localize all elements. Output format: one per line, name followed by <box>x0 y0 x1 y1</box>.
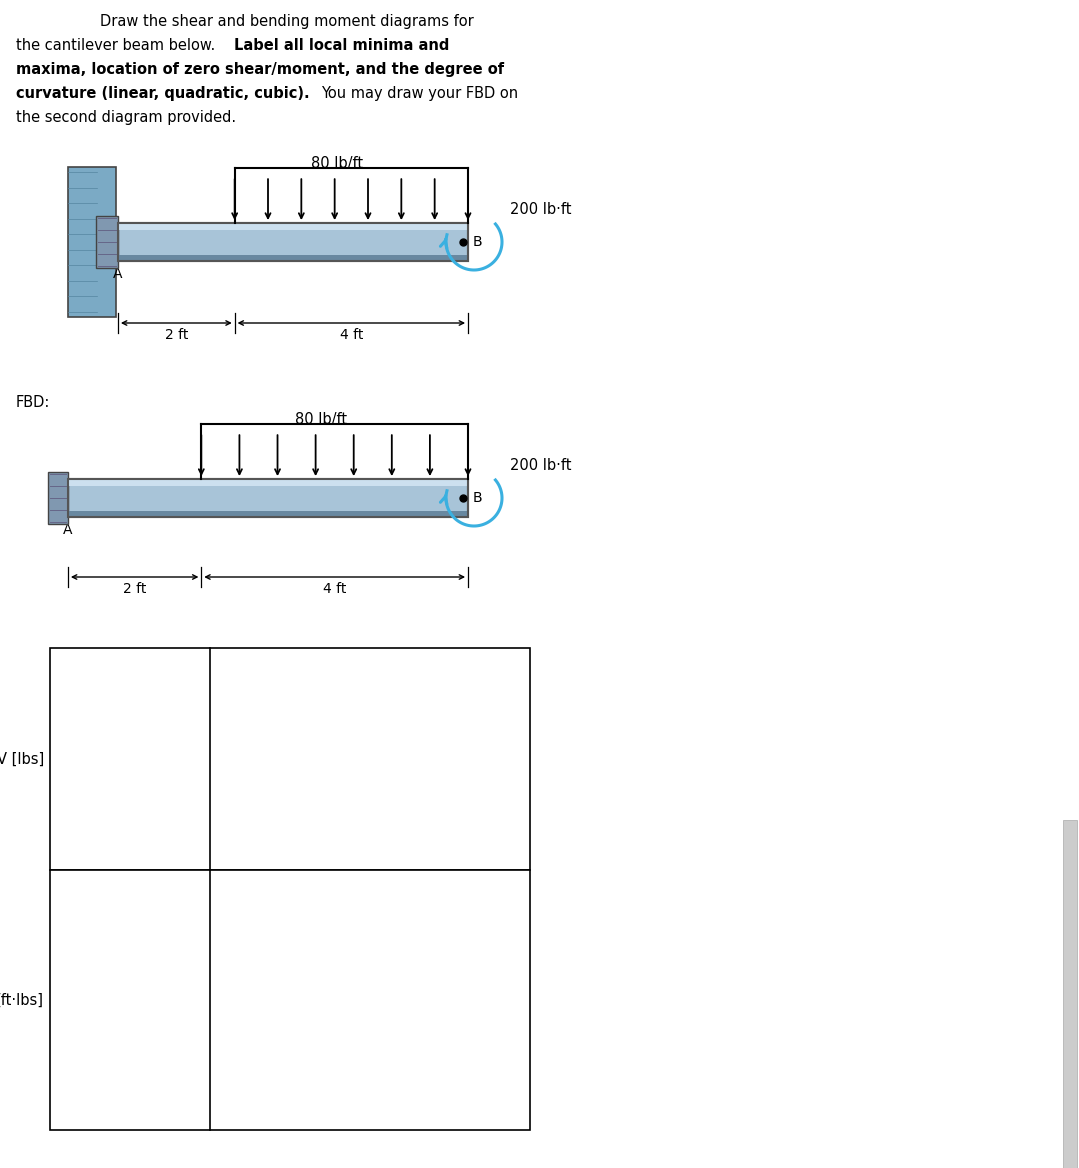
Text: V [lbs]: V [lbs] <box>0 751 44 766</box>
Text: 80 lb/ft: 80 lb/ft <box>312 157 364 171</box>
Text: Label all local minima and: Label all local minima and <box>234 39 449 53</box>
Bar <box>118 223 468 260</box>
Bar <box>118 223 468 230</box>
Text: 200 lb·ft: 200 lb·ft <box>510 458 572 473</box>
Bar <box>118 256 468 260</box>
Text: 2 ft: 2 ft <box>123 582 147 596</box>
Bar <box>1063 820 1077 1168</box>
Bar <box>50 870 530 1129</box>
Text: A: A <box>63 523 72 537</box>
Bar <box>68 479 468 517</box>
Bar <box>96 216 118 267</box>
Text: 4 ft: 4 ft <box>323 582 346 596</box>
Bar <box>68 512 468 517</box>
Text: the second diagram provided.: the second diagram provided. <box>16 110 236 125</box>
Text: [ft·lbs]: [ft·lbs] <box>0 993 44 1008</box>
Text: 4 ft: 4 ft <box>340 328 363 342</box>
Text: curvature (linear, quadratic, cubic).: curvature (linear, quadratic, cubic). <box>16 86 315 100</box>
Text: FBD:: FBD: <box>16 395 51 410</box>
Text: 80 lb/ft: 80 lb/ft <box>295 412 346 427</box>
Bar <box>50 648 530 870</box>
Text: maxima, location of zero shear/moment, and the degree of: maxima, location of zero shear/moment, a… <box>16 62 504 77</box>
Bar <box>47 472 68 524</box>
Bar <box>68 167 117 317</box>
Text: A: A <box>113 267 123 281</box>
Bar <box>68 479 468 486</box>
Text: 200 lb·ft: 200 lb·ft <box>510 202 572 217</box>
Bar <box>68 479 468 517</box>
Text: You may draw your FBD on: You may draw your FBD on <box>320 86 518 100</box>
Text: B: B <box>473 235 482 249</box>
Text: B: B <box>473 491 482 505</box>
Text: 2 ft: 2 ft <box>165 328 188 342</box>
Text: Draw the shear and bending moment diagrams for: Draw the shear and bending moment diagra… <box>100 14 474 29</box>
Bar <box>118 223 468 260</box>
Text: the cantilever beam below.: the cantilever beam below. <box>16 39 220 53</box>
